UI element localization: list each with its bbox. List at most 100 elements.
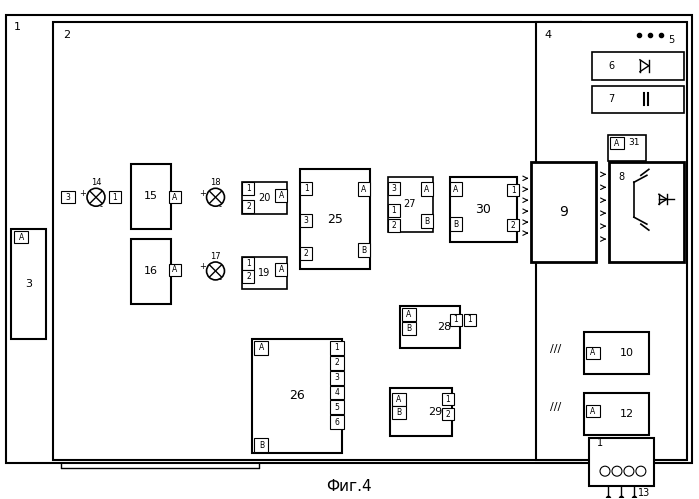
Circle shape <box>624 466 634 476</box>
Text: 31: 31 <box>628 138 640 147</box>
Bar <box>275 263 287 276</box>
Text: 2: 2 <box>511 221 516 230</box>
Bar <box>449 314 461 326</box>
Text: 17: 17 <box>210 251 221 260</box>
Text: 7: 7 <box>608 94 614 104</box>
Bar <box>330 386 344 400</box>
Circle shape <box>87 188 105 206</box>
Circle shape <box>636 466 646 476</box>
Bar <box>536 22 686 460</box>
Text: -: - <box>99 202 103 211</box>
Bar <box>14 231 28 243</box>
Text: 28: 28 <box>438 322 452 332</box>
Bar <box>421 182 433 196</box>
Text: -: - <box>219 275 222 284</box>
Bar <box>358 182 370 196</box>
Circle shape <box>612 466 622 476</box>
Text: A: A <box>453 185 459 194</box>
Circle shape <box>600 466 610 476</box>
Text: Фиг.4: Фиг.4 <box>326 479 372 494</box>
Circle shape <box>206 262 224 280</box>
Bar <box>402 308 416 321</box>
Bar <box>388 177 433 232</box>
Bar <box>589 438 654 486</box>
Bar <box>421 214 433 228</box>
Bar <box>131 164 171 229</box>
Text: A: A <box>259 343 264 352</box>
Text: A: A <box>361 185 366 194</box>
Bar <box>168 264 180 276</box>
Bar <box>586 347 600 359</box>
Text: 19: 19 <box>258 268 271 278</box>
Bar <box>584 332 649 374</box>
Text: 10: 10 <box>620 348 634 358</box>
Text: B: B <box>259 441 264 450</box>
Text: 2: 2 <box>335 358 340 367</box>
Bar <box>275 189 287 202</box>
Text: A: A <box>279 265 284 274</box>
Bar <box>392 406 406 419</box>
Text: 5: 5 <box>669 35 675 45</box>
Text: A: A <box>406 310 412 319</box>
Text: A: A <box>591 348 596 357</box>
Text: 6: 6 <box>335 418 340 427</box>
Bar <box>392 394 406 406</box>
Text: A: A <box>614 139 619 148</box>
Bar <box>442 408 454 420</box>
Text: 2: 2 <box>246 202 251 211</box>
Bar <box>330 356 344 370</box>
Text: 2: 2 <box>445 410 450 419</box>
Text: 1: 1 <box>246 184 251 193</box>
Bar <box>61 191 75 203</box>
Text: A: A <box>279 191 284 200</box>
Text: B: B <box>361 246 366 254</box>
Bar <box>610 137 624 149</box>
Text: B: B <box>453 220 458 229</box>
Text: 15: 15 <box>144 191 158 201</box>
Bar <box>243 257 254 270</box>
Text: 26: 26 <box>289 389 305 402</box>
Bar <box>449 177 517 242</box>
Text: 12: 12 <box>620 409 634 419</box>
Text: A: A <box>19 233 24 242</box>
Text: 1: 1 <box>597 438 603 448</box>
Text: 2: 2 <box>63 30 70 40</box>
Bar <box>243 182 287 214</box>
Text: 3: 3 <box>24 279 31 289</box>
Text: 1: 1 <box>246 259 251 268</box>
Bar <box>252 339 342 453</box>
Bar <box>402 322 416 335</box>
Text: 14: 14 <box>91 178 101 187</box>
Text: 3: 3 <box>304 216 308 225</box>
Bar <box>388 204 400 217</box>
Bar <box>330 341 344 355</box>
Text: 2: 2 <box>391 221 396 230</box>
Text: B: B <box>424 217 429 226</box>
Text: -: - <box>219 202 222 211</box>
Text: 16: 16 <box>144 266 158 276</box>
Bar <box>592 52 684 80</box>
Bar <box>388 182 400 195</box>
Bar <box>330 415 344 429</box>
Text: 1: 1 <box>14 22 21 32</box>
Bar <box>531 162 596 262</box>
Text: 1: 1 <box>335 343 340 352</box>
Text: 27: 27 <box>403 199 416 209</box>
Text: 4: 4 <box>335 388 340 397</box>
Text: 2: 2 <box>246 272 251 281</box>
Text: A: A <box>172 193 178 202</box>
Bar <box>243 200 254 213</box>
Bar <box>53 22 581 460</box>
Bar <box>388 219 400 232</box>
Bar <box>358 243 370 257</box>
Text: 1: 1 <box>453 315 458 324</box>
Text: ///: /// <box>549 402 561 413</box>
Bar <box>608 135 646 161</box>
Bar <box>131 239 171 304</box>
Bar <box>507 219 519 231</box>
Text: 20: 20 <box>258 193 271 203</box>
Bar <box>300 247 312 260</box>
Text: 1: 1 <box>445 395 450 404</box>
Text: B: B <box>396 408 401 417</box>
Bar <box>300 214 312 227</box>
